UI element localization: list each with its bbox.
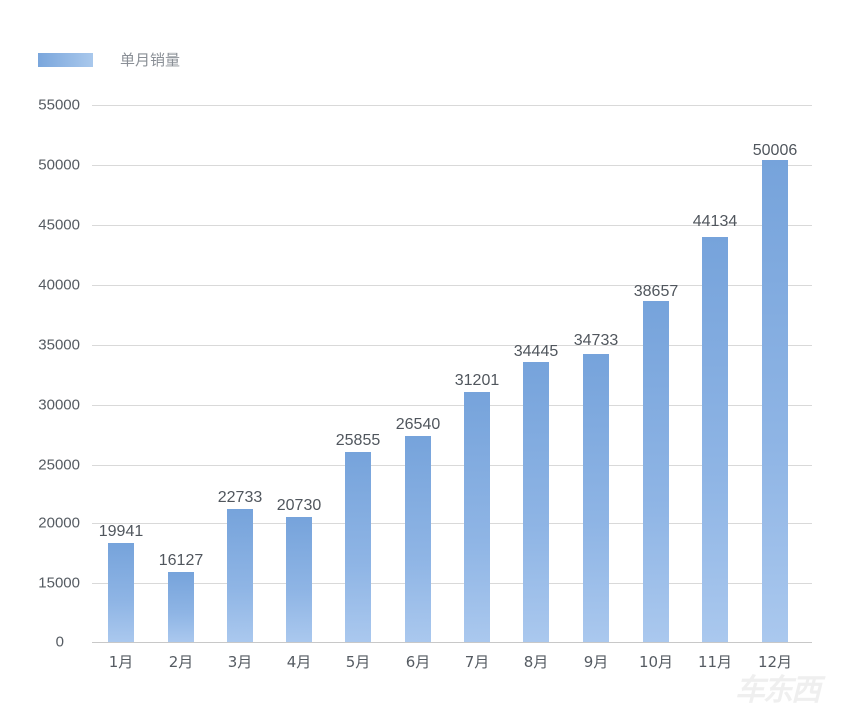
- bar-value-label: 19941: [98, 523, 144, 540]
- y-tick: 20000: [38, 514, 80, 532]
- bar-jul: [464, 392, 490, 642]
- x-axis-line: [92, 642, 812, 643]
- bar-mar: [227, 509, 253, 642]
- bar-value-label: 16127: [158, 552, 204, 569]
- y-tick: 0: [55, 633, 64, 651]
- bar-jan: [108, 543, 134, 642]
- x-tick: 2月: [168, 653, 194, 671]
- bar-value-label: 38657: [633, 283, 679, 300]
- chart-legend: 单月销量: [38, 49, 180, 70]
- y-tick: 25000: [38, 456, 80, 474]
- x-tick: 5月: [345, 653, 371, 671]
- x-tick: 9月: [583, 653, 609, 671]
- x-tick: 1月: [108, 653, 134, 671]
- y-tick: 50000: [38, 156, 80, 174]
- x-tick: 12月: [757, 653, 793, 671]
- bar-nov: [702, 237, 728, 642]
- x-tick: 10月: [638, 653, 674, 671]
- bar-value-label: 31201: [454, 372, 500, 389]
- gridline-25000: [92, 465, 812, 466]
- gridline-20000: [92, 523, 812, 524]
- legend-label: 单月销量: [120, 51, 181, 69]
- y-tick: 30000: [38, 396, 80, 414]
- x-tick: 4月: [286, 653, 312, 671]
- x-tick: 8月: [523, 653, 549, 671]
- gridline-30000: [92, 405, 812, 406]
- y-tick: 55000: [38, 96, 80, 114]
- bar-aug: [523, 362, 549, 642]
- gridline-50000: [92, 165, 812, 166]
- bar-value-label: 34445: [513, 343, 559, 360]
- bar-may: [345, 452, 371, 642]
- gridline-55000: [92, 105, 812, 106]
- gridline-45000: [92, 225, 812, 226]
- bar-value-label: 26540: [395, 416, 441, 433]
- bar-oct: [643, 301, 669, 642]
- bar-value-label: 34733: [573, 332, 619, 349]
- bar-sep: [583, 354, 609, 642]
- gridline-35000: [92, 345, 812, 346]
- bar-value-label: 20730: [276, 497, 322, 514]
- watermark: 车东西: [735, 673, 821, 708]
- gridline-40000: [92, 285, 812, 286]
- bar-jun: [405, 436, 431, 642]
- y-tick: 40000: [38, 276, 80, 294]
- bar-feb: [168, 572, 194, 642]
- bar-value-label: 22733: [217, 489, 263, 506]
- bar-value-label: 50006: [752, 142, 798, 159]
- y-tick: 15000: [38, 574, 80, 592]
- legend-swatch: [38, 52, 93, 67]
- y-tick: 45000: [38, 216, 80, 234]
- gridline-15000: [92, 583, 812, 584]
- x-tick: 7月: [464, 653, 490, 671]
- bar-dec: [762, 160, 788, 642]
- bar-value-label: 44134: [692, 213, 738, 230]
- bar-apr: [286, 517, 312, 642]
- x-tick: 11月: [697, 653, 733, 671]
- bar-value-label: 25855: [335, 432, 381, 449]
- x-tick: 6月: [405, 653, 431, 671]
- x-tick: 3月: [227, 653, 253, 671]
- y-tick: 35000: [38, 336, 80, 354]
